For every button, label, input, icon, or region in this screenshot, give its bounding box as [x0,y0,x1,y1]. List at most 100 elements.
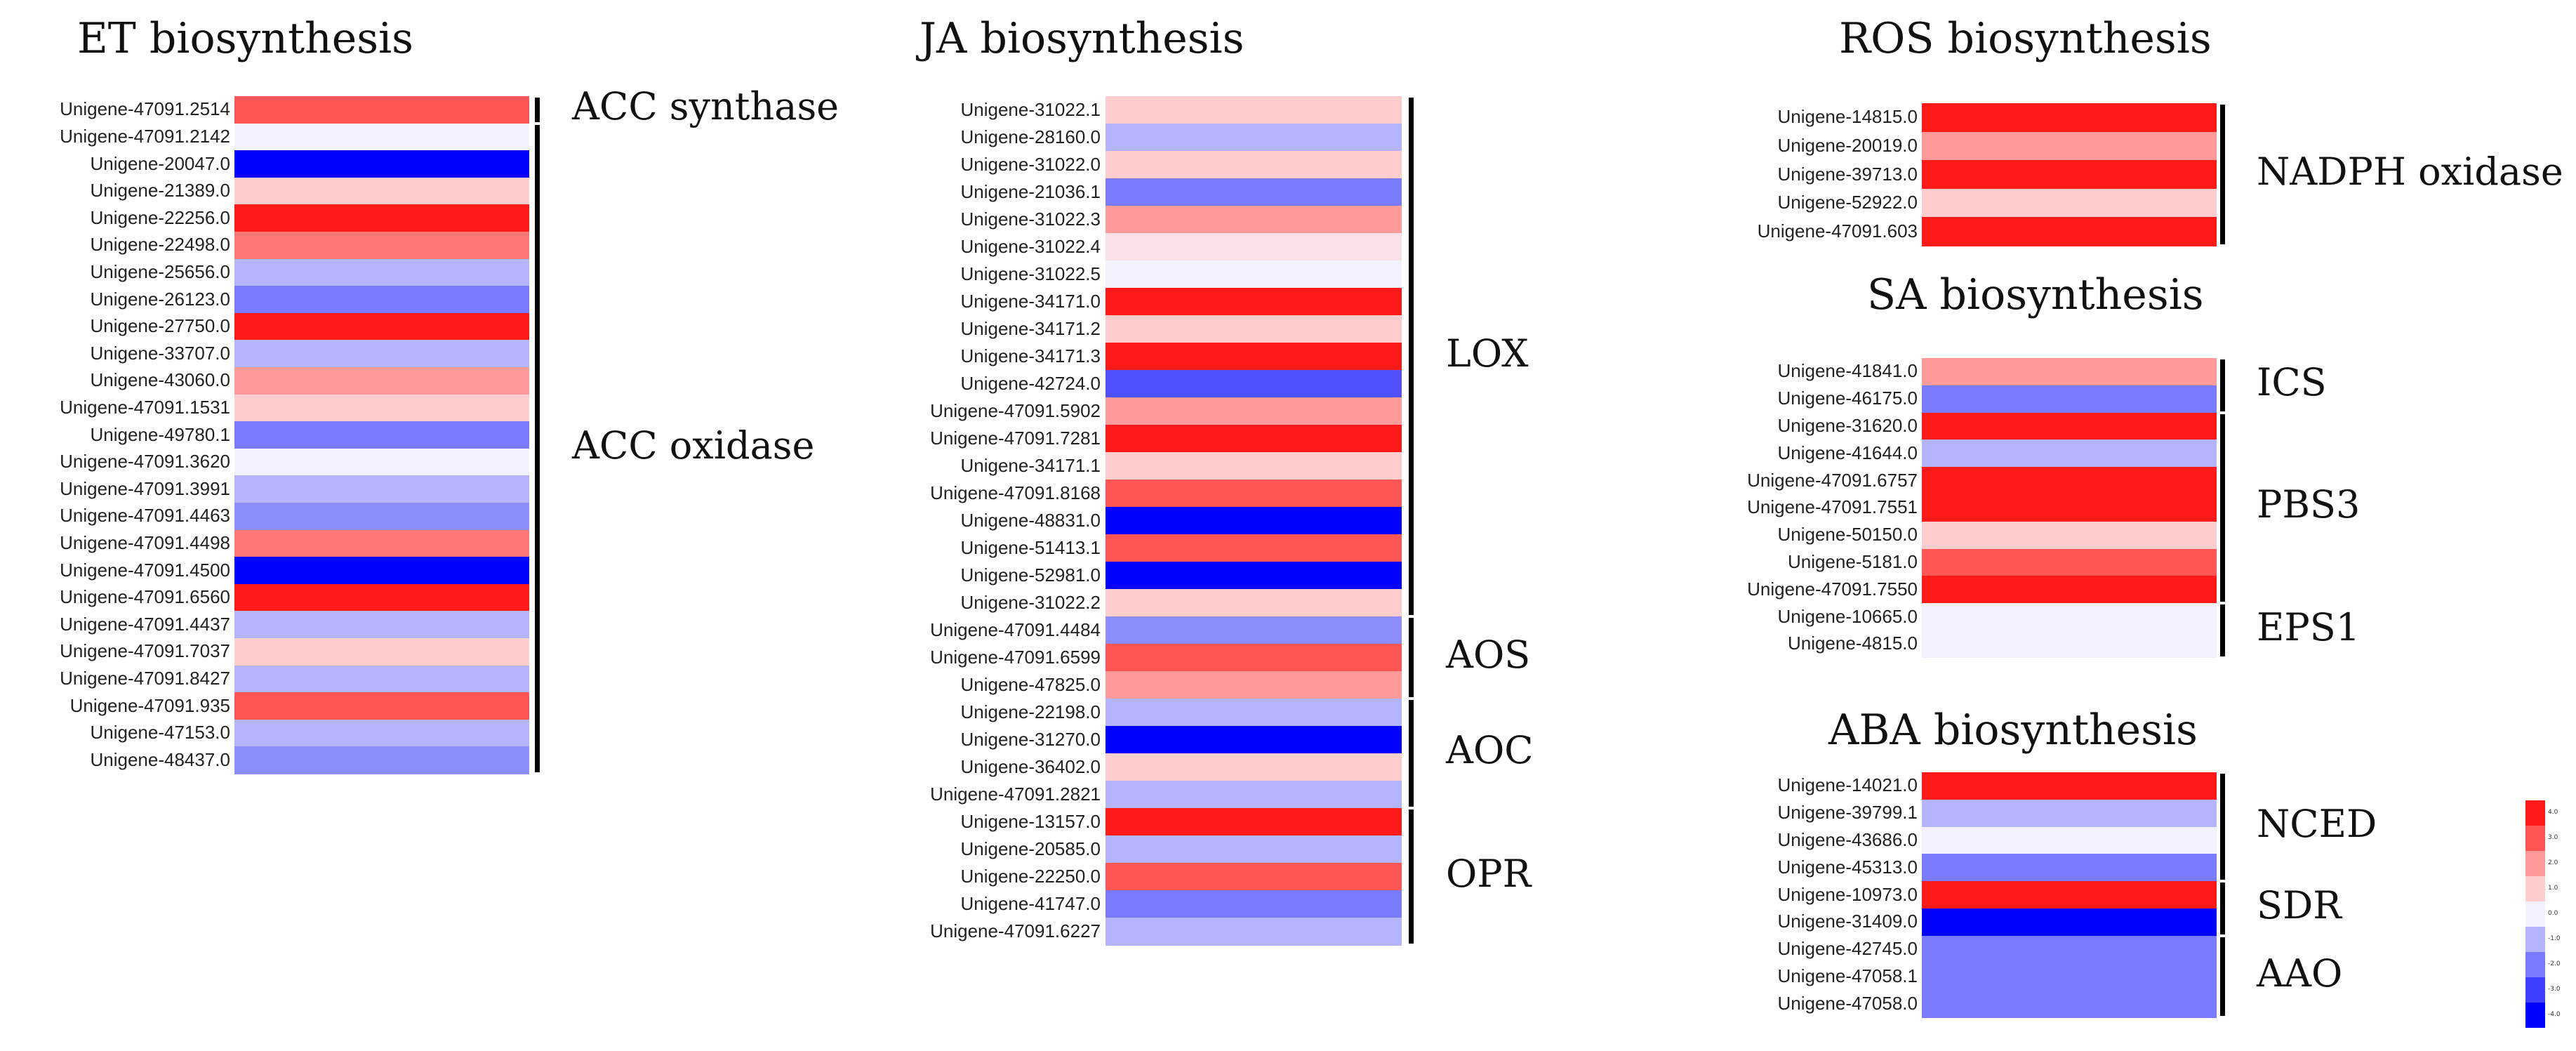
legend-swatch [2525,800,2545,826]
ros-biosynthesis-title: ROS biosynthesis [1839,14,2212,63]
group-bracket [1409,98,1414,615]
gene-label: Unigene-39799.1 [1777,802,1918,824]
gene-label: Unigene-41747.0 [960,892,1101,914]
heatmap-cell [234,583,529,612]
legend-swatch [2525,1003,2545,1028]
heatmap-cell [1106,534,1402,562]
gene-label: Unigene-31409.0 [1777,911,1918,932]
gene-label: Unigene-47091.4437 [60,613,230,635]
legend-tick: 3.0 [2548,834,2558,841]
gene-label: Unigene-47091.5902 [930,399,1101,421]
gene-label: Unigene-49780.1 [90,423,231,445]
legend-tick: -2.0 [2548,960,2561,967]
heatmap-cell [1106,315,1402,343]
gene-label: Unigene-14815.0 [1777,106,1918,128]
heatmap-cell [1106,890,1402,918]
legend-swatch [2525,851,2545,876]
gene-label: Unigene-47091.603 [1757,220,1918,242]
gene-label: Unigene-47091.6599 [930,646,1101,668]
group-label-aao: AAO [2257,951,2343,996]
heatmap-cell [1106,699,1402,727]
gene-label: Unigene-31620.0 [1777,415,1918,436]
heatmap-cell [1106,260,1402,289]
group-bracket [2220,604,2225,656]
gene-label: Unigene-41841.0 [1777,360,1918,382]
heatmap-cell [1922,358,2217,386]
gene-label: Unigene-20585.0 [960,838,1101,859]
heatmap-cell [1106,863,1402,891]
heatmap-cell [1922,467,2217,495]
gene-label: Unigene-34171.3 [960,345,1101,366]
gene-label: Unigene-31022.0 [960,153,1101,175]
gene-label: Unigene-47091.2142 [60,125,230,147]
heatmap-cell [234,611,529,639]
group-bracket [535,124,540,772]
heatmap-cell [1106,616,1402,645]
heatmap-cell [1922,385,2217,414]
heatmap-cell [1106,644,1402,672]
gene-label: Unigene-34171.0 [960,290,1101,312]
gene-label: Unigene-48437.0 [90,748,231,770]
gene-label: Unigene-47091.7281 [930,427,1101,449]
heatmap-cell [1106,671,1402,699]
gene-label: Unigene-47091.6757 [1747,469,1918,491]
gene-label: Unigene-43686.0 [1777,829,1918,850]
heatmap-cell [234,340,529,368]
group-bracket [2220,105,2225,244]
heatmap-cell [1922,881,2217,909]
gene-label: Unigene-10973.0 [1777,883,1918,905]
legend-swatch [2525,927,2545,952]
heatmap-cell [1106,425,1402,453]
group-bracket [1409,618,1414,697]
gene-label: Unigene-21036.1 [960,180,1101,202]
heatmap-cell [1106,178,1402,206]
gene-label: Unigene-42745.0 [1777,938,1918,960]
legend-swatch [2525,977,2545,1003]
heatmap-cell [234,96,529,124]
gene-label: Unigene-47153.0 [90,722,231,743]
group-bracket [1409,700,1414,807]
gene-label: Unigene-13157.0 [960,810,1101,832]
group-bracket [535,98,540,122]
gene-label: Unigene-47091.3620 [60,451,230,472]
gene-label: Unigene-47091.7551 [1747,496,1918,518]
group-bracket [2220,774,2225,880]
gene-label: Unigene-34171.1 [960,454,1101,476]
heatmap-cell [1106,233,1402,261]
heatmap-cell [1922,630,2217,659]
heatmap-cell [1922,131,2217,161]
gene-label: Unigene-22256.0 [90,206,231,228]
gene-label: Unigene-47091.3991 [60,477,230,499]
group-label-ics: ICS [2257,359,2327,404]
heatmap-cell [1922,494,2217,522]
gene-label: Unigene-52922.0 [1777,192,1918,213]
heatmap-cell [1106,480,1402,508]
legend-tick: 1.0 [2548,885,2558,892]
gene-label: Unigene-47091.8427 [60,667,230,689]
heatmap-cell [234,557,529,585]
heatmap-cell [234,746,529,774]
heatmap-cell [1106,507,1402,535]
gene-label: Unigene-51413.1 [960,536,1101,558]
heatmap-cell [1106,918,1402,946]
heatmap-cell [1106,96,1402,124]
heatmap-cell [1106,589,1402,617]
heatmap-cell [1106,726,1402,754]
gene-label: Unigene-22498.0 [90,234,231,256]
gene-label: Unigene-21389.0 [90,180,231,201]
legend-swatch [2525,952,2545,977]
legend-tick: 0.0 [2548,910,2558,917]
heatmap-cell [1922,908,2217,937]
heatmap-cell [1106,124,1402,152]
gene-label: Unigene-10665.0 [1777,605,1918,627]
gene-label: Unigene-47091.4500 [60,559,230,581]
heatmap-cell [1922,160,2217,190]
heatmap-cell [1922,854,2217,882]
heatmap-cell [1106,835,1402,864]
ja-biosynthesis-title: JA biosynthesis [919,14,1244,63]
gene-label: Unigene-4815.0 [1787,633,1918,654]
group-label-lox: LOX [1446,331,1529,376]
gene-label: Unigene-31270.0 [960,728,1101,750]
group-label-nced: NCED [2257,801,2377,846]
